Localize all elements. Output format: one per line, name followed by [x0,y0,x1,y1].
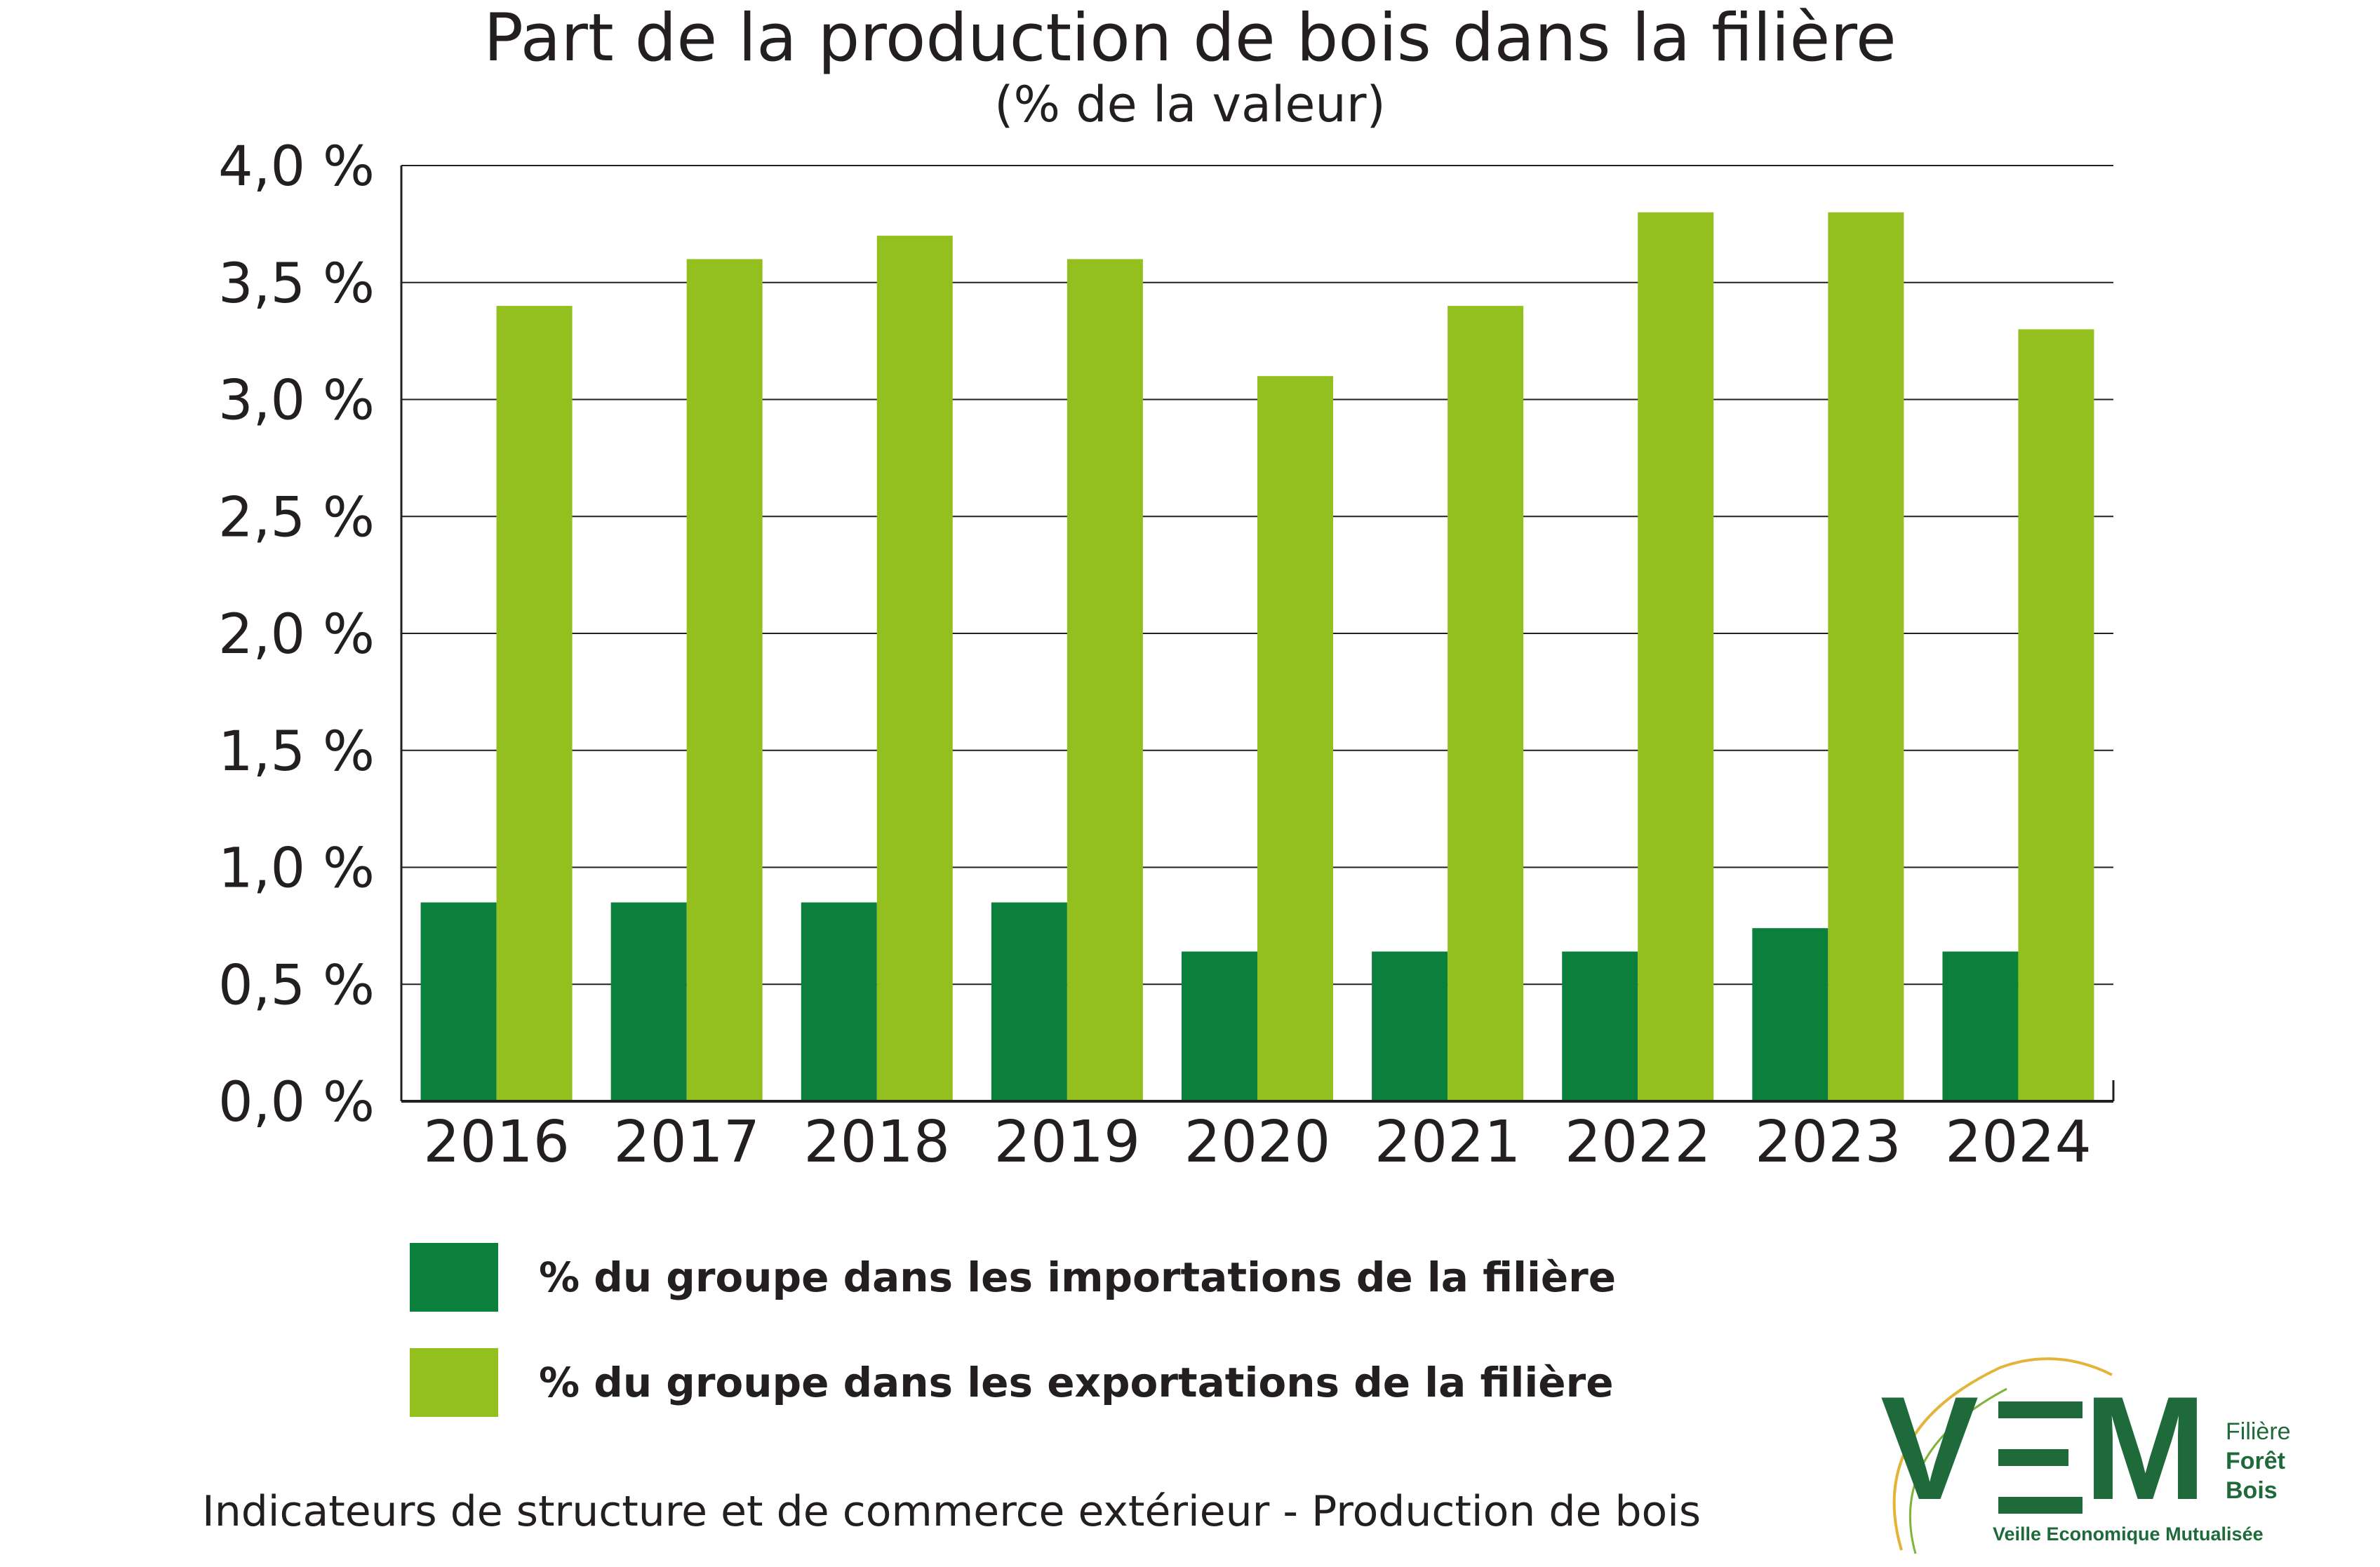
y-tick-label: 0,5 % [218,954,375,1017]
logo-text-bois: Bois [2226,1477,2278,1504]
x-tick-label: 2024 [1945,1109,2092,1176]
y-tick-label: 4,0 % [218,135,375,199]
bar-exports-2017 [686,259,763,1101]
y-tick-label: 2,5 % [218,486,375,549]
legend-swatch-imports [410,1243,498,1312]
bar-imports-2018 [801,902,877,1101]
y-tick-label: 1,0 % [218,838,375,901]
y-tick-label: 2,0 % [218,603,375,666]
x-tick-label: 2020 [1184,1109,1331,1176]
x-tick-label: 2023 [1755,1109,1901,1176]
x-tick-label: 2022 [1565,1109,1711,1176]
legend-label-imports: % du groupe dans les importations de la … [539,1253,1617,1301]
bar-exports-2018 [876,236,953,1101]
bar-exports-2023 [1828,212,1904,1102]
chart-title: Part de la production de bois dans la fi… [483,0,1897,76]
bar-exports-2024 [2018,329,2094,1102]
legend-swatch-exports [410,1348,498,1417]
logo-letter-m: M [2084,1366,2207,1531]
bar-exports-2022 [1638,212,1714,1102]
bar-imports-2024 [1942,951,2019,1101]
legend-item-imports: % du groupe dans les importations de la … [410,1243,1616,1312]
bar-exports-2016 [496,306,573,1102]
bar-exports-2020 [1257,376,1333,1101]
y-tick-label: 1,5 % [218,720,375,784]
logo-arc-icon [1892,1357,2113,1554]
footer-caption: Indicateurs de structure et de commerce … [202,1487,1702,1536]
x-tick-label: 2021 [1375,1109,1521,1176]
legend-label-exports: % du groupe dans les exportations de la … [539,1359,1614,1406]
logo-letter-e-icon [1998,1401,2082,1514]
bar-imports-2017 [610,902,687,1101]
bar-exports-2021 [1448,306,1524,1102]
x-tick-label: 2016 [423,1109,570,1176]
bar-imports-2019 [991,902,1067,1101]
legend-item-exports: % du groupe dans les exportations de la … [410,1348,1614,1417]
vem-logo: V M Filière Forêt Bois Veille Economique… [1880,1347,2329,1557]
logo-letter-v: V [1880,1366,1979,1531]
y-tick-label: 3,0 % [218,370,375,433]
bar-exports-2019 [1067,259,1143,1101]
x-tick-label: 2019 [994,1109,1141,1176]
logo-tagline: Veille Economique Mutualisée [1993,1524,2264,1545]
logo-text-filiere: Filière [2226,1418,2291,1445]
logo-text-foret: Forêt [2226,1448,2285,1474]
x-tick-label: 2018 [803,1109,950,1176]
bar-imports-2021 [1372,951,1448,1101]
bar-imports-2022 [1562,951,1638,1101]
y-tick-label: 0,0 % [218,1071,375,1134]
chart-subtitle: (% de la valeur) [994,76,1386,133]
bar-imports-2020 [1182,951,1257,1101]
x-tick-label: 2017 [613,1109,760,1176]
y-tick-label: 3,5 % [218,253,375,316]
bar-imports-2023 [1752,928,1829,1101]
bar-imports-2016 [420,902,497,1101]
